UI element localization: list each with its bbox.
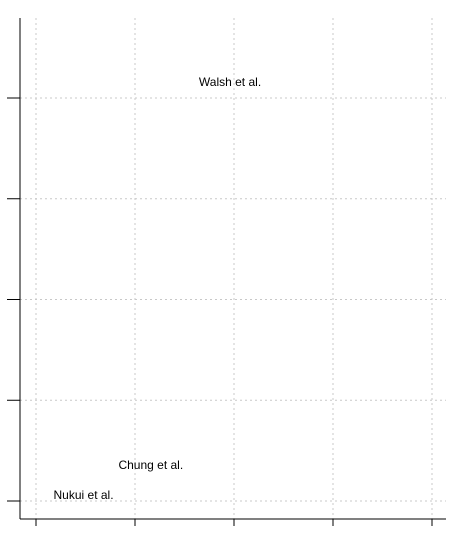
point-labels: Walsh et al. Chung et al. Nukui et al. <box>54 75 262 502</box>
point-label-1: Chung et al. <box>118 458 183 472</box>
x-axis-ticks <box>36 519 432 526</box>
y-axis-ticks <box>7 98 20 501</box>
point-label-2: Nukui et al. <box>54 488 114 502</box>
point-label-0: Walsh et al. <box>199 75 261 89</box>
x-gridlines <box>36 18 432 519</box>
y-gridlines <box>20 98 446 501</box>
